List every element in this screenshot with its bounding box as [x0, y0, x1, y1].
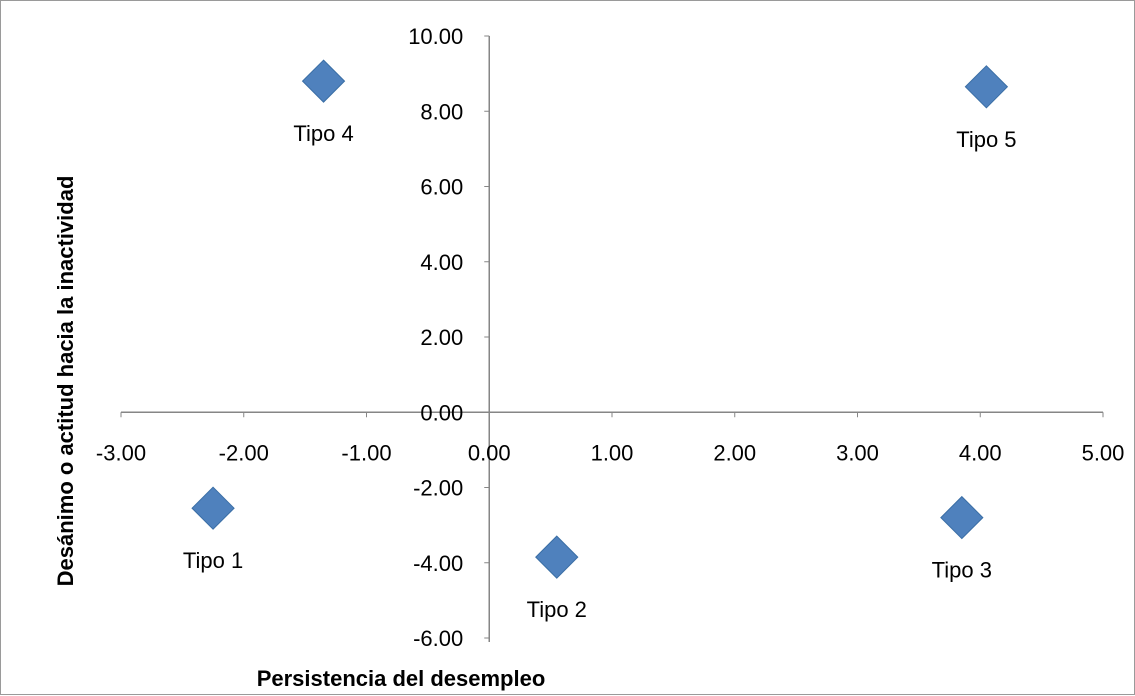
y-tick-label: 4.00 — [420, 250, 463, 275]
y-tick-label: -6.00 — [413, 626, 463, 651]
data-point-marker — [301, 59, 346, 103]
data-point-label: Tipo 2 — [527, 597, 587, 622]
data-point-marker — [535, 535, 579, 579]
y-tick-labels: 10.00 8.00 6.00 4.00 2.00 0.00 -2.00 -4.00 -6.00 — [408, 24, 490, 651]
y-axis-title: Desánimo o actitud hacia la inactividad — [53, 176, 78, 587]
y-tick-label: 10.00 — [408, 24, 463, 49]
x-tick-label: 0.00 — [468, 440, 511, 465]
data-points: Tipo 1 Tipo 2 Tipo 3 Tipo 4 Tipo 5 — [183, 59, 1017, 622]
x-tick-label: 3.00 — [836, 440, 879, 465]
x-tick-label: -2.00 — [219, 440, 269, 465]
data-point-label: Tipo 4 — [293, 121, 353, 146]
y-tick-label: -2.00 — [413, 476, 463, 501]
x-tick-label: -3.00 — [96, 440, 146, 465]
data-point-label: Tipo 1 — [183, 548, 243, 573]
y-tick-label: 6.00 — [420, 175, 463, 200]
x-tick-label: 2.00 — [713, 440, 756, 465]
x-tick-label: 4.00 — [959, 440, 1002, 465]
data-point-marker — [940, 495, 984, 540]
y-tick-label: -4.00 — [413, 551, 463, 576]
y-tick-label: 0.00 — [420, 400, 463, 425]
y-tick-label: 2.00 — [420, 325, 463, 350]
data-point-label: Tipo 3 — [932, 558, 992, 583]
x-tick-label: 5.00 — [1082, 440, 1125, 465]
data-point-marker — [964, 65, 1009, 109]
x-tick-label: 1.00 — [591, 440, 634, 465]
data-point-label: Tipo 5 — [956, 127, 1016, 152]
x-axis-title: Persistencia del desempleo — [257, 666, 546, 691]
y-tick-label: 8.00 — [420, 99, 463, 124]
x-tick-labels: -3.00 -2.00 -1.00 0.00 1.00 2.00 3.00 4.00 5.00 — [96, 412, 1124, 465]
data-point-marker — [191, 486, 235, 530]
x-tick-label: -1.00 — [341, 440, 391, 465]
